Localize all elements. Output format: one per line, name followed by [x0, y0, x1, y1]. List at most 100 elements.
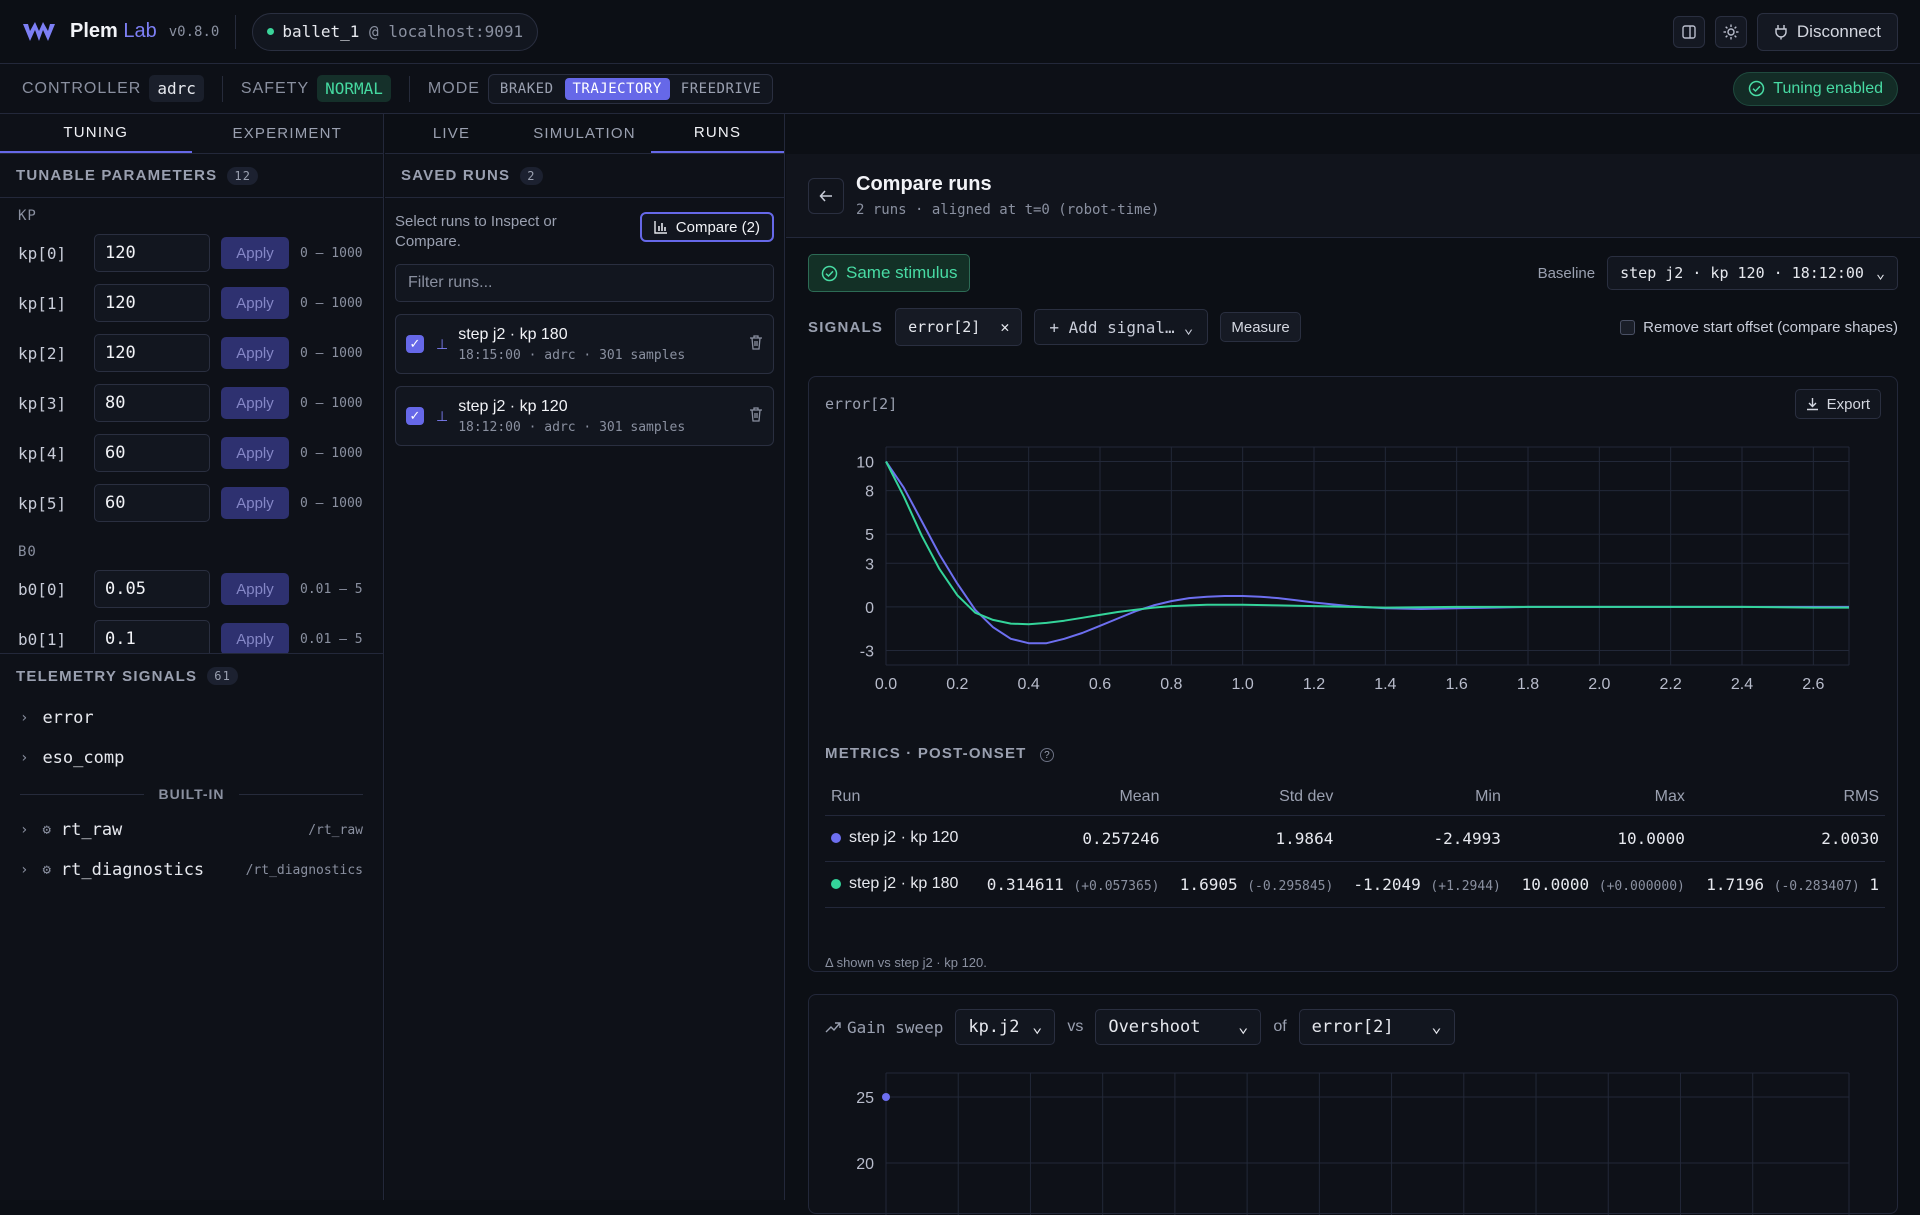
help-icon[interactable]: ?	[1039, 748, 1054, 762]
export-button[interactable]: Export	[1794, 389, 1881, 419]
param-range: 0.01 — 5	[300, 631, 363, 647]
back-button[interactable]	[808, 177, 844, 214]
param-input[interactable]: 0.05	[94, 570, 210, 608]
param-name: b0[1]	[18, 629, 67, 649]
sweep-signal-select[interactable]: error[2] ⌄	[1298, 1009, 1455, 1045]
connection-pill[interactable]: ballet_1 @ localhost:9091	[252, 12, 539, 51]
mode-trajectory[interactable]: TRAJECTORY	[564, 77, 670, 100]
run-card[interactable]: ✓ ⊥ step j2 · kp 120 18:12:00 · adrc · 30…	[395, 386, 774, 446]
param-range: 0 — 1000	[300, 345, 363, 361]
y-tick-label: 8	[865, 484, 874, 501]
safety-label: SAFETY	[240, 79, 310, 97]
disconnect-button[interactable]: Disconnect	[1756, 12, 1898, 51]
telemetry-item-rt-raw[interactable]: › ⚙ rt_raw/rt_raw	[0, 810, 383, 850]
chart-signal-name: error[2]	[825, 395, 898, 413]
tab-experiment[interactable]: EXPERIMENT	[232, 125, 342, 142]
checkbox[interactable]	[1620, 319, 1636, 335]
apply-button[interactable]: Apply	[221, 573, 289, 605]
param-row: kp[3] 80 Apply 0 — 1000	[0, 378, 383, 428]
run-checkbox[interactable]: ✓	[406, 407, 424, 425]
baseline-label: Baseline	[1537, 264, 1596, 282]
value: -1.2049	[1353, 874, 1421, 894]
x-tick-label: 1.4	[1374, 676, 1396, 693]
telemetry-header: TELEMETRY SIGNALS 61	[0, 654, 383, 698]
param-input[interactable]: 80	[94, 384, 210, 422]
sweep-param-select[interactable]: kp.j2 ⌄	[955, 1009, 1056, 1045]
telemetry-item-eso-comp[interactable]: › eso_comp	[0, 738, 383, 778]
sidebar-toggle-button[interactable]	[1672, 15, 1705, 48]
baseline-value: step j2 · kp 120 · 18:12:00	[1620, 264, 1864, 282]
baseline-select[interactable]: step j2 · kp 120 · 18:12:00 ⌄	[1607, 256, 1898, 290]
trash-icon[interactable]	[749, 406, 763, 427]
tab-tuning[interactable]: TUNING	[0, 114, 192, 153]
apply-button[interactable]: Apply	[221, 623, 289, 653]
count-badge: 2	[520, 166, 543, 185]
close-icon[interactable]: ✕	[1000, 318, 1010, 336]
tab-live[interactable]: LIVE	[432, 125, 471, 142]
value: 0.314611	[986, 874, 1064, 894]
apply-button[interactable]: Apply	[221, 387, 289, 419]
max-cell: 10.0000	[1506, 815, 1691, 862]
telemetry-path: /rt_diagnostics	[245, 862, 363, 878]
app-version: v0.8.0	[168, 23, 220, 40]
add-signal-select[interactable]: + Add signal… ⌄	[1034, 309, 1209, 345]
mode-freedrive[interactable]: FREEDRIVE	[680, 80, 762, 97]
apply-button[interactable]: Apply	[221, 437, 289, 469]
telemetry-item-rt-diagnostics[interactable]: › ⚙ rt_diagnostics/rt_diagnostics	[0, 850, 383, 890]
check-circle-icon	[1749, 80, 1765, 97]
param-input[interactable]: 120	[94, 284, 210, 322]
compare-label: Compare (2)	[675, 218, 760, 236]
saved-runs-panel: SAVED RUNS 2 Select runs to Inspect or C…	[385, 154, 785, 1200]
tab-runs[interactable]: RUNS	[651, 114, 784, 153]
same-stimulus-badge: Same stimulus	[808, 254, 971, 292]
run-cell: step j2 · kp 120	[825, 815, 972, 862]
param-input[interactable]: 60	[94, 434, 210, 472]
run-title: step j2 · kp 180	[458, 325, 568, 343]
y-tick-label: 10	[856, 455, 874, 472]
param-row: kp[0] 120 Apply 0 — 1000	[0, 228, 383, 278]
remove-offset-toggle[interactable]: Remove start offset (compare shapes)	[1620, 319, 1898, 336]
delta-note: Δ shown vs step j2 · kp 120.	[825, 955, 987, 970]
apply-button[interactable]: Apply	[221, 487, 289, 519]
apply-button[interactable]: Apply	[221, 337, 289, 369]
run-checkbox[interactable]: ✓	[406, 335, 424, 353]
run-name: step j2 · kp 120	[849, 829, 959, 846]
sweep-param-value: kp.j2	[968, 1017, 1020, 1037]
param-name: kp[0]	[18, 243, 67, 263]
tab-simulation[interactable]: SIMULATION	[533, 125, 636, 142]
sweep-metric-select[interactable]: Overshoot ⌄	[1095, 1009, 1262, 1045]
value: 1.7196	[1706, 874, 1764, 894]
param-input[interactable]: 120	[94, 334, 210, 372]
param-range: 0 — 1000	[300, 245, 363, 261]
vs-label: vs	[1067, 1018, 1084, 1035]
divider	[235, 14, 237, 49]
measure-button[interactable]: Measure	[1220, 312, 1301, 342]
apply-button[interactable]: Apply	[221, 237, 289, 269]
telemetry-item-error[interactable]: › error	[0, 698, 383, 738]
y-tick-label: 3	[865, 556, 874, 573]
tuning-enabled-badge: Tuning enabled	[1733, 71, 1898, 106]
run-meta: 18:15:00 · adrc · 301 samples	[458, 347, 686, 363]
sidebar-icon	[1682, 24, 1696, 39]
download-icon	[1806, 398, 1818, 411]
mode-braked[interactable]: BRAKED	[499, 80, 554, 97]
apply-button[interactable]: Apply	[221, 287, 289, 319]
param-input[interactable]: 60	[94, 484, 210, 522]
y-tick-label: -3	[860, 643, 874, 660]
param-input[interactable]: 120	[94, 234, 210, 272]
telemetry-item-label: rt_raw	[60, 820, 123, 840]
delta: (+0.000000)	[1598, 878, 1685, 894]
filter-runs-input[interactable]: Filter runs...	[395, 264, 774, 302]
run-card[interactable]: ✓ ⊥ step j2 · kp 180 18:15:00 · adrc · 30…	[395, 314, 774, 374]
run-name: step j2 · kp 180	[849, 875, 959, 892]
column-header: Std dev	[1165, 779, 1340, 816]
param-input[interactable]: 0.1	[94, 620, 210, 653]
x-tick-label: 0.4	[1018, 676, 1040, 693]
theme-toggle-button[interactable]	[1714, 15, 1747, 48]
trash-icon[interactable]	[749, 334, 763, 355]
section-title: TUNABLE PARAMETERS	[16, 167, 218, 184]
table-row: step j2 · kp 180 0.314611 (+0.057365) 1.…	[825, 861, 1885, 908]
left-tabs: TUNING EXPERIMENT	[0, 114, 383, 154]
compare-button[interactable]: Compare (2)	[639, 212, 774, 242]
gain-sweep-card: Gain sweep kp.j2 ⌄ vs Overshoot ⌄ of error…	[808, 994, 1898, 1215]
